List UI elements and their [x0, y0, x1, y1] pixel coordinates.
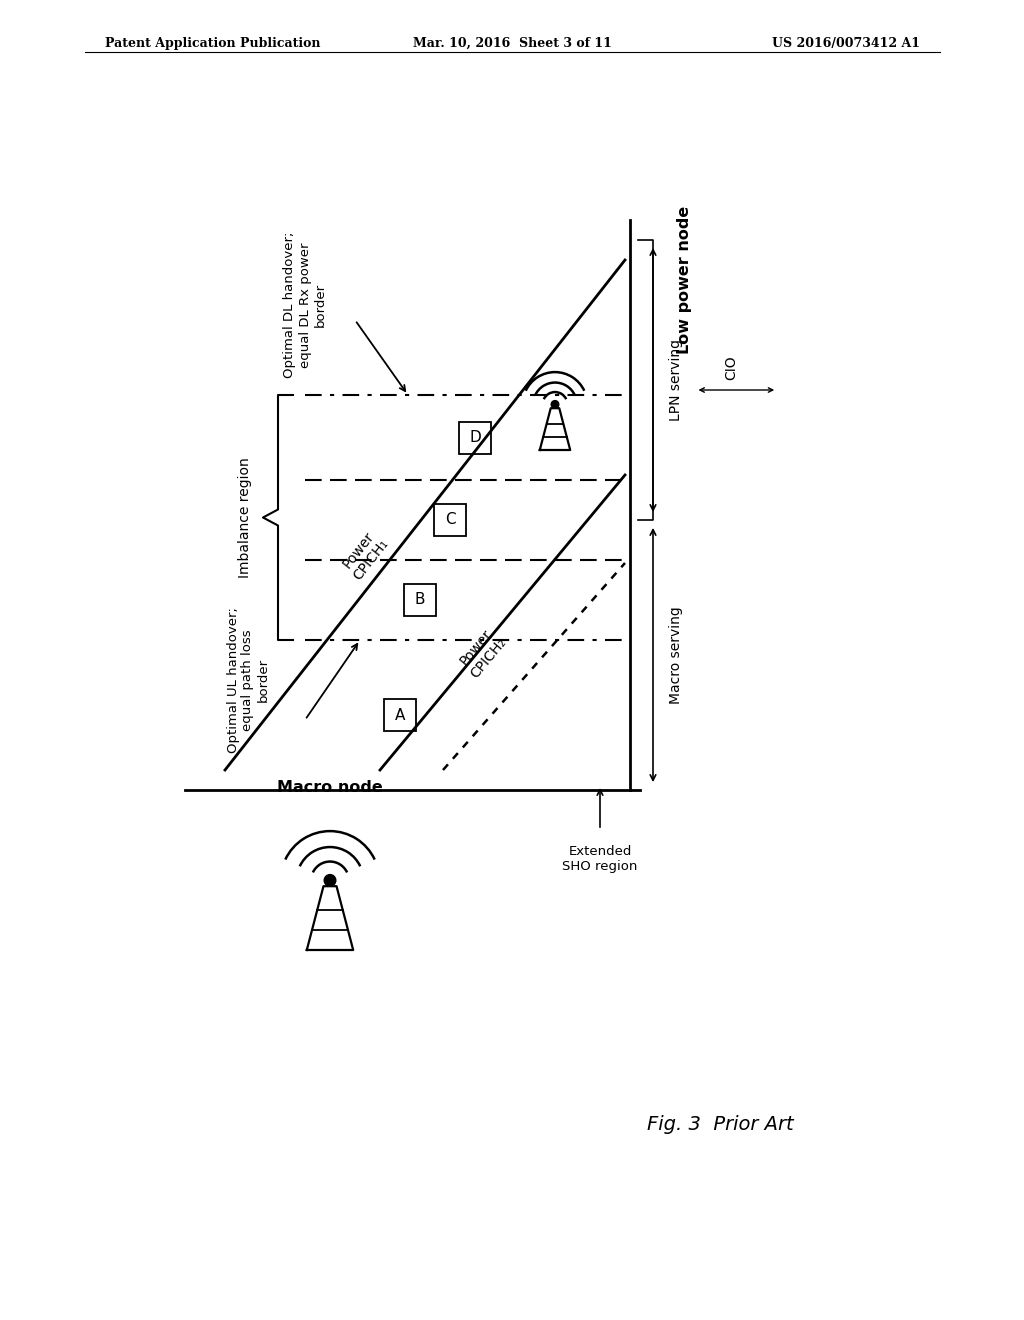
Text: Patent Application Publication: Patent Application Publication: [105, 37, 321, 50]
Text: Fig. 3  Prior Art: Fig. 3 Prior Art: [647, 1115, 794, 1134]
Text: Optimal DL handover;
equal DL Rx power
border: Optimal DL handover; equal DL Rx power b…: [284, 232, 327, 379]
Circle shape: [325, 875, 336, 886]
Text: Macro node: Macro node: [278, 780, 383, 795]
Text: Extended
SHO region: Extended SHO region: [562, 845, 638, 873]
FancyBboxPatch shape: [459, 421, 490, 454]
Text: Mar. 10, 2016  Sheet 3 of 11: Mar. 10, 2016 Sheet 3 of 11: [413, 37, 611, 50]
FancyBboxPatch shape: [384, 700, 416, 731]
Text: B: B: [415, 593, 425, 607]
Text: Low power node: Low power node: [678, 206, 692, 354]
Text: D: D: [469, 430, 481, 445]
FancyBboxPatch shape: [434, 504, 466, 536]
Text: A: A: [395, 708, 406, 722]
Text: C: C: [444, 512, 456, 528]
Text: Macro serving: Macro serving: [669, 606, 683, 704]
Text: Optimal UL handover;
equal path loss
border: Optimal UL handover; equal path loss bor…: [226, 607, 269, 752]
Text: Power
CPICH₂: Power CPICH₂: [456, 624, 509, 681]
FancyBboxPatch shape: [404, 583, 436, 616]
Text: CIO: CIO: [724, 355, 738, 380]
Text: Imbalance region: Imbalance region: [238, 457, 252, 578]
Circle shape: [551, 400, 559, 408]
Text: US 2016/0073412 A1: US 2016/0073412 A1: [772, 37, 920, 50]
Text: Power
CPICH₁: Power CPICH₁: [338, 527, 391, 583]
Text: LPN serving: LPN serving: [669, 339, 683, 421]
